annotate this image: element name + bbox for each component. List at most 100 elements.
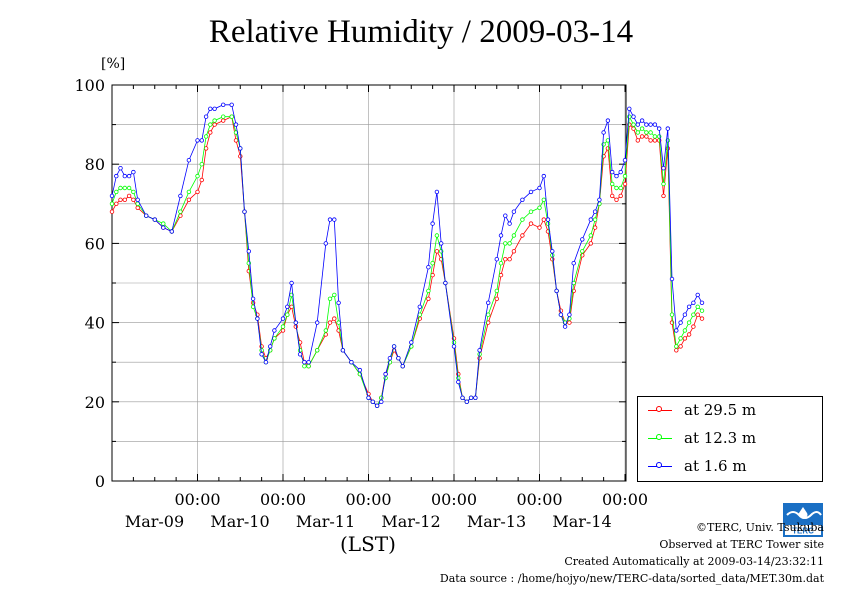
data-point-1 bbox=[669, 312, 675, 317]
data-point-1 bbox=[661, 181, 666, 187]
data-point-1 bbox=[541, 197, 546, 202]
data-point-2 bbox=[618, 169, 623, 175]
data-point-2 bbox=[131, 169, 136, 175]
data-point-2 bbox=[336, 300, 341, 305]
x-axis-label: (LST) bbox=[340, 532, 396, 556]
data-point-2 bbox=[503, 213, 508, 218]
data-point-2 bbox=[233, 122, 239, 127]
x-tick-time-label: 00:00 bbox=[431, 490, 477, 509]
data-point-0 bbox=[118, 197, 123, 202]
data-point-2 bbox=[126, 173, 132, 179]
data-point-1 bbox=[644, 130, 649, 135]
data-point-2 bbox=[520, 197, 525, 202]
data-point-1 bbox=[336, 320, 341, 325]
data-point-2 bbox=[614, 173, 619, 179]
data-point-0 bbox=[567, 320, 572, 325]
data-point-1 bbox=[614, 185, 619, 191]
data-point-0 bbox=[674, 348, 679, 353]
data-point-0 bbox=[327, 320, 333, 325]
data-point-2 bbox=[669, 276, 675, 282]
data-point-2 bbox=[665, 126, 670, 131]
data-point-2 bbox=[114, 173, 119, 179]
data-point-2 bbox=[639, 118, 645, 123]
credit-copyright: ©TERC, Univ. Tsukuba bbox=[695, 521, 824, 534]
data-point-1 bbox=[332, 292, 337, 298]
data-point-2 bbox=[297, 352, 303, 357]
credit-datasource: Data source : /home/hojyo/new/TERC-data/… bbox=[439, 572, 824, 585]
data-point-2 bbox=[439, 241, 444, 246]
data-point-0 bbox=[682, 336, 688, 341]
data-point-2 bbox=[374, 403, 380, 408]
data-point-2 bbox=[349, 360, 354, 365]
data-point-2 bbox=[601, 130, 606, 135]
data-point-1 bbox=[635, 130, 640, 135]
data-point-2 bbox=[473, 395, 478, 400]
y-axis-unit: [%] bbox=[101, 56, 126, 72]
data-point-0 bbox=[503, 257, 508, 262]
legend-marker-12m bbox=[656, 434, 662, 440]
legend-label-12m: at 12.3 m bbox=[684, 429, 757, 447]
data-point-2 bbox=[161, 225, 166, 230]
data-point-1 bbox=[383, 375, 388, 381]
data-point-1 bbox=[686, 320, 692, 325]
data-point-1 bbox=[220, 114, 226, 119]
data-point-0 bbox=[208, 130, 213, 135]
data-point-1 bbox=[648, 130, 653, 135]
data-point-1 bbox=[498, 261, 504, 266]
data-point-0 bbox=[622, 181, 628, 187]
chart-title: Relative Humidity / 2009-03-14 bbox=[208, 14, 634, 50]
data-point-2 bbox=[302, 360, 307, 365]
data-point-2 bbox=[545, 217, 551, 222]
data-point-1 bbox=[580, 249, 585, 254]
data-point-0 bbox=[691, 324, 696, 329]
data-point-1 bbox=[486, 312, 491, 317]
data-point-2 bbox=[498, 233, 504, 238]
data-point-2 bbox=[383, 371, 388, 377]
data-point-0 bbox=[528, 221, 534, 226]
x-tick-date-label: Mar-10 bbox=[210, 512, 269, 531]
data-point-1 bbox=[691, 312, 696, 317]
data-point-0 bbox=[644, 134, 649, 139]
legend-label-29m: at 29.5 m bbox=[684, 401, 757, 419]
data-point-2 bbox=[242, 209, 247, 214]
data-point-1 bbox=[430, 261, 435, 266]
legend-marker-1m bbox=[656, 462, 662, 468]
data-point-0 bbox=[511, 249, 517, 254]
data-point-0 bbox=[661, 193, 666, 199]
data-point-1 bbox=[315, 348, 320, 353]
data-point-0 bbox=[494, 296, 499, 301]
data-point-2 bbox=[686, 304, 692, 309]
data-point-2 bbox=[627, 106, 632, 111]
data-point-2 bbox=[592, 209, 598, 214]
data-point-2 bbox=[280, 316, 286, 321]
data-point-0 bbox=[122, 197, 127, 202]
data-point-0 bbox=[678, 344, 683, 349]
data-point-2 bbox=[460, 395, 465, 400]
data-point-2 bbox=[169, 229, 174, 234]
data-point-2 bbox=[567, 312, 572, 317]
x-tick-date-label: Mar-11 bbox=[296, 512, 355, 531]
data-point-1 bbox=[195, 173, 200, 179]
data-point-1 bbox=[622, 173, 628, 179]
data-point-1 bbox=[631, 122, 636, 127]
data-point-2 bbox=[571, 261, 576, 266]
y-tick-label: 60 bbox=[85, 234, 105, 253]
data-point-1 bbox=[199, 161, 204, 167]
data-point-1 bbox=[601, 142, 606, 147]
data-point-2 bbox=[152, 217, 157, 222]
data-point-2 bbox=[327, 217, 333, 222]
data-point-1 bbox=[618, 185, 623, 191]
data-point-0 bbox=[434, 249, 440, 254]
data-point-1 bbox=[186, 189, 192, 195]
data-point-0 bbox=[610, 193, 615, 199]
data-point-0 bbox=[199, 177, 204, 183]
data-point-2 bbox=[379, 399, 384, 404]
data-point-2 bbox=[661, 165, 666, 171]
data-point-2 bbox=[622, 157, 628, 163]
data-point-2 bbox=[648, 122, 653, 127]
data-point-1 bbox=[588, 233, 593, 238]
data-point-2 bbox=[238, 146, 243, 151]
data-point-1 bbox=[695, 304, 700, 309]
data-point-2 bbox=[443, 280, 448, 286]
data-point-2 bbox=[259, 352, 264, 357]
